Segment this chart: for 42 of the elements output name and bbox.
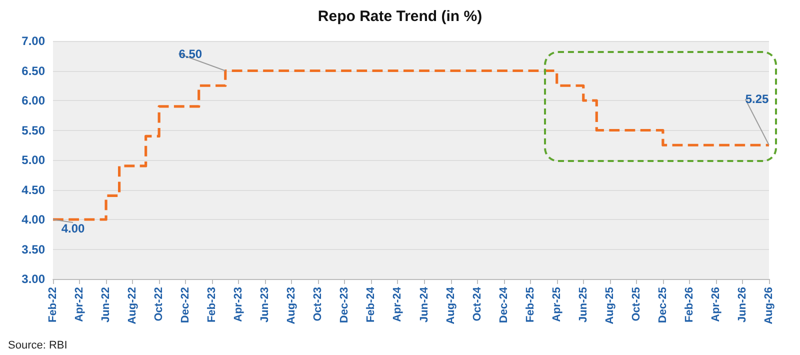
x-tick-label: Feb-24 xyxy=(365,286,378,322)
x-tick-label: Apr-23 xyxy=(232,287,245,322)
x-tick-label: Aug-24 xyxy=(444,286,457,324)
y-tick-label: 4.00 xyxy=(22,212,46,226)
x-tick-label: Apr-26 xyxy=(710,287,722,322)
x-tick-label: Aug-26 xyxy=(763,287,775,324)
x-tick-label: Jun-25 xyxy=(577,287,590,322)
data-label: 5.25 xyxy=(745,92,769,106)
y-tick-label: 3.50 xyxy=(22,242,46,256)
x-tick-label: Feb-23 xyxy=(206,287,218,322)
chart-title: Repo Rate Trend (in %) xyxy=(318,8,482,25)
x-tick-label: Apr-22 xyxy=(74,287,86,322)
x-tick-label: Oct-24 xyxy=(471,286,484,322)
x-tick-label: Aug-22 xyxy=(126,287,139,324)
data-label: 4.00 xyxy=(61,222,85,236)
x-tick-label: Jun-22 xyxy=(100,287,112,322)
y-tick-label: 6.00 xyxy=(22,94,46,108)
y-tick-label: 5.00 xyxy=(22,153,46,167)
y-tick-label: 3.00 xyxy=(22,272,46,286)
x-tick-label: Aug-25 xyxy=(604,287,616,324)
x-tick-label: Jun-23 xyxy=(259,287,272,322)
x-tick-label: Feb-25 xyxy=(524,287,536,322)
x-tick-label: Apr-24 xyxy=(392,286,404,322)
data-label: 6.50 xyxy=(178,46,202,61)
x-tick-label: Jun-24 xyxy=(418,286,430,322)
x-tick-label: Oct-23 xyxy=(312,287,324,322)
x-tick-label: Aug-23 xyxy=(286,287,298,324)
x-tick-label: Dec-25 xyxy=(656,287,669,324)
x-tick-label: Dec-23 xyxy=(338,287,351,324)
y-tick-label: 6.50 xyxy=(22,64,46,78)
y-tick-label: 7.00 xyxy=(22,34,46,48)
x-tick-label: Feb-22 xyxy=(47,287,59,322)
x-tick-label: Oct-25 xyxy=(630,287,642,322)
x-tick-label: Jun-26 xyxy=(736,287,748,322)
source-note: Source: RBI xyxy=(8,340,68,352)
x-tick-label: Apr-25 xyxy=(550,287,563,322)
x-tick-label: Dec-24 xyxy=(498,286,510,324)
x-tick-label: Dec-22 xyxy=(180,287,192,324)
x-tick-label: Oct-22 xyxy=(153,287,166,322)
y-tick-label: 5.50 xyxy=(22,123,46,138)
y-tick-label: 4.50 xyxy=(22,182,46,197)
x-tick-label: Feb-26 xyxy=(683,287,696,322)
